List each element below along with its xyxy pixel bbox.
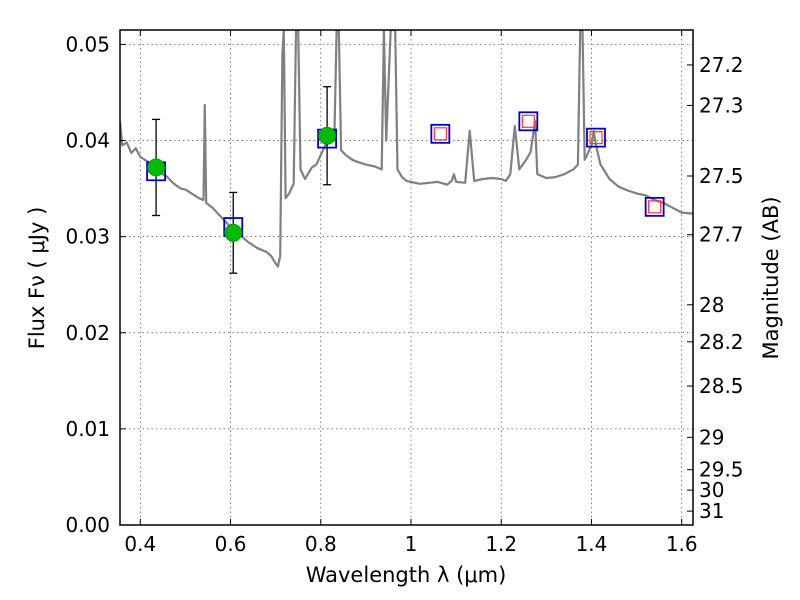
right-tick-label: 27.7 (699, 223, 744, 247)
right-tick-label: 28 (699, 293, 724, 317)
y-axis-title: Flux Fν ( μJy ) (25, 207, 49, 350)
plot-frame (119, 29, 694, 526)
right-tick-label: 29.5 (699, 458, 744, 482)
right-tick-label: 30 (699, 478, 724, 502)
photometry-point (318, 126, 336, 145)
model-band-square (518, 111, 539, 132)
model-band-inner-square (433, 127, 447, 141)
y-tick-label: 0.00 (65, 513, 110, 537)
model-band-square (430, 123, 451, 144)
plot-area (120, 30, 693, 274)
y-tick-label: 0.02 (65, 321, 110, 345)
x-tick-label: 1.6 (666, 532, 698, 556)
x-tick-label: 1.4 (576, 532, 608, 556)
right-tick-label: 27.3 (699, 93, 744, 117)
right-tick-label: 27.2 (699, 53, 744, 77)
x-axis-title: Wavelength λ (μm) (306, 563, 507, 587)
y-tick-label: 0.05 (65, 32, 110, 56)
y-tick-label: 0.04 (65, 129, 110, 153)
right-tick-label: 28.2 (699, 330, 744, 354)
x-tick-label: 0.6 (215, 532, 247, 556)
photometry-point (224, 223, 243, 242)
y-tick-label: 0.01 (65, 417, 110, 441)
model-band-inner-square (589, 131, 603, 145)
photometry-point (147, 158, 165, 177)
model-band-inner-square (648, 200, 662, 214)
spectrum-line (120, 30, 693, 268)
model-band-inner-square (521, 114, 535, 128)
right-tick-label: 31 (699, 499, 724, 523)
x-tick-label: 0.8 (305, 532, 337, 556)
right-axis-title: Magnitude (AB) (759, 196, 783, 359)
x-tick-label: 0.4 (124, 532, 156, 556)
x-tick-label: 1.2 (485, 532, 517, 556)
model-band-square (644, 196, 665, 217)
grid (120, 30, 693, 526)
right-tick-label: 27.5 (699, 164, 744, 188)
right-tick-label: 29 (699, 425, 724, 449)
model-band-square (586, 127, 606, 148)
right-tick-label: 28.5 (699, 374, 744, 398)
x-tick-label: 1 (405, 532, 418, 556)
ticks: 0.4 0.6 0.8 1 1.2 1.4 1.6 0.00 0.01 0.02 0.03 0.04 0… (65, 30, 744, 556)
y-tick-label: 0.03 (65, 225, 110, 249)
